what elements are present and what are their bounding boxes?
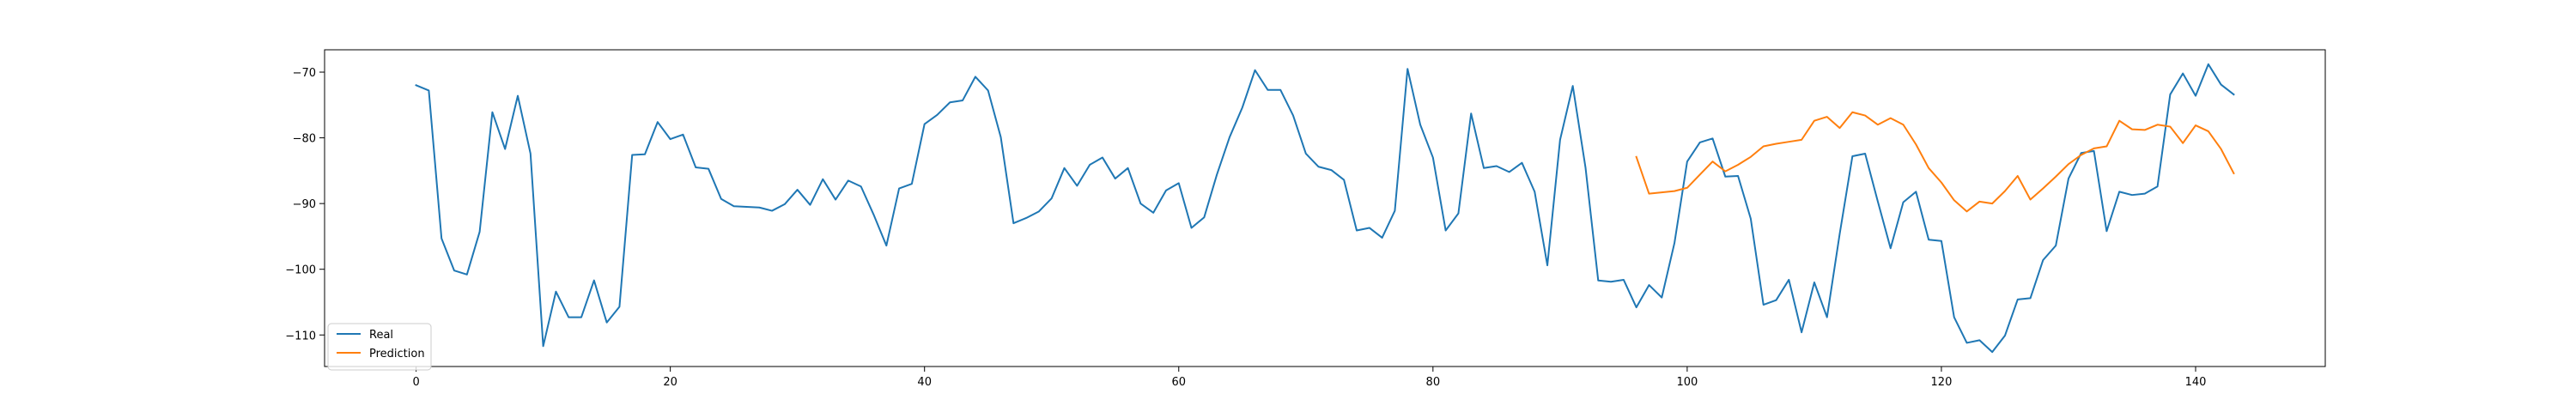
x-tick-label: 20 (663, 376, 677, 389)
y-tick-label: −110 (285, 330, 316, 342)
plot-area (415, 63, 2235, 354)
legend: Real Prediction (327, 323, 432, 371)
x-tick-label: 120 (1931, 376, 1953, 389)
series-line-real (415, 63, 2235, 354)
x-tick-label: 0 (412, 376, 419, 389)
axes-frame (324, 49, 2326, 367)
y-tick-label: −70 (293, 67, 316, 80)
x-tick-label: 40 (917, 376, 932, 389)
x-tick-label: 80 (1426, 376, 1441, 389)
x-tick-label: 60 (1171, 376, 1186, 389)
x-tick-label: 140 (2185, 376, 2207, 389)
legend-frame (327, 323, 432, 371)
y-tick-label: −100 (285, 264, 316, 277)
x-tick-label: 100 (1676, 376, 1698, 389)
y-tick-label: −80 (293, 133, 316, 146)
legend-label-prediction: Prediction (369, 348, 425, 360)
axes: 0 20 40 60 80 100 120 140 −110 −100 −90 −80 −70 (285, 49, 2326, 389)
series-line-prediction (1635, 111, 2235, 213)
legend-label-real: Real (369, 329, 393, 342)
y-tick-label: −90 (293, 198, 316, 211)
